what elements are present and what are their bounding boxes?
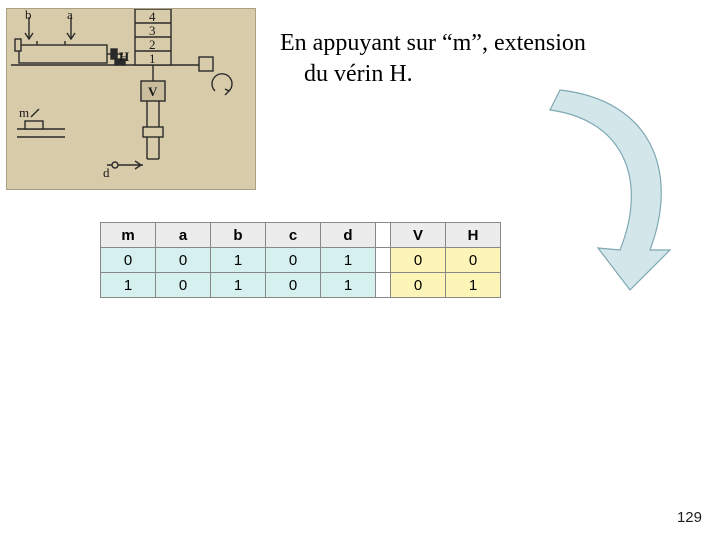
col-spacer <box>376 223 391 248</box>
diagram-label-4: 4 <box>149 9 156 24</box>
diagram-label-2: 2 <box>149 37 156 52</box>
diagram-label-1: 1 <box>149 51 156 66</box>
table-header-row: m a b c d V H <box>101 223 501 248</box>
cell-spacer <box>376 273 391 298</box>
cell: 1 <box>211 248 266 273</box>
curved-arrow-icon <box>520 80 690 300</box>
cell: 0 <box>391 248 446 273</box>
col-V: V <box>391 223 446 248</box>
cell: 0 <box>446 248 501 273</box>
diagram-label-V: V <box>148 84 158 99</box>
diagram-label-a: a <box>67 9 73 22</box>
cell: 1 <box>321 273 376 298</box>
cell: 0 <box>391 273 446 298</box>
diagram-label-d: d <box>103 165 110 180</box>
cell-spacer <box>376 248 391 273</box>
cell: 0 <box>266 248 321 273</box>
cell: 0 <box>156 248 211 273</box>
col-b: b <box>211 223 266 248</box>
col-H: H <box>446 223 501 248</box>
technical-diagram: b a H V 4 3 2 1 m d <box>6 8 256 190</box>
cell: 1 <box>321 248 376 273</box>
cell: 0 <box>101 248 156 273</box>
cell: 0 <box>156 273 211 298</box>
col-d: d <box>321 223 376 248</box>
page-number: 129 <box>677 509 702 526</box>
caption-line-1: En appuyant sur “m”, extension <box>280 28 680 59</box>
col-c: c <box>266 223 321 248</box>
cell: 1 <box>446 273 501 298</box>
diagram-svg: b a H V 4 3 2 1 m d <box>7 9 255 189</box>
col-m: m <box>101 223 156 248</box>
cell: 1 <box>101 273 156 298</box>
diagram-label-m: m <box>19 105 29 120</box>
diagram-label-b: b <box>25 9 32 22</box>
diagram-label-H: H <box>119 49 129 64</box>
cell: 0 <box>266 273 321 298</box>
diagram-label-3: 3 <box>149 23 156 38</box>
col-a: a <box>156 223 211 248</box>
state-table: m a b c d V H 0 0 1 0 1 0 0 1 0 1 0 1 0 <box>100 222 501 298</box>
table-row: 1 0 1 0 1 0 1 <box>101 273 501 298</box>
cell: 1 <box>211 273 266 298</box>
table-row: 0 0 1 0 1 0 0 <box>101 248 501 273</box>
